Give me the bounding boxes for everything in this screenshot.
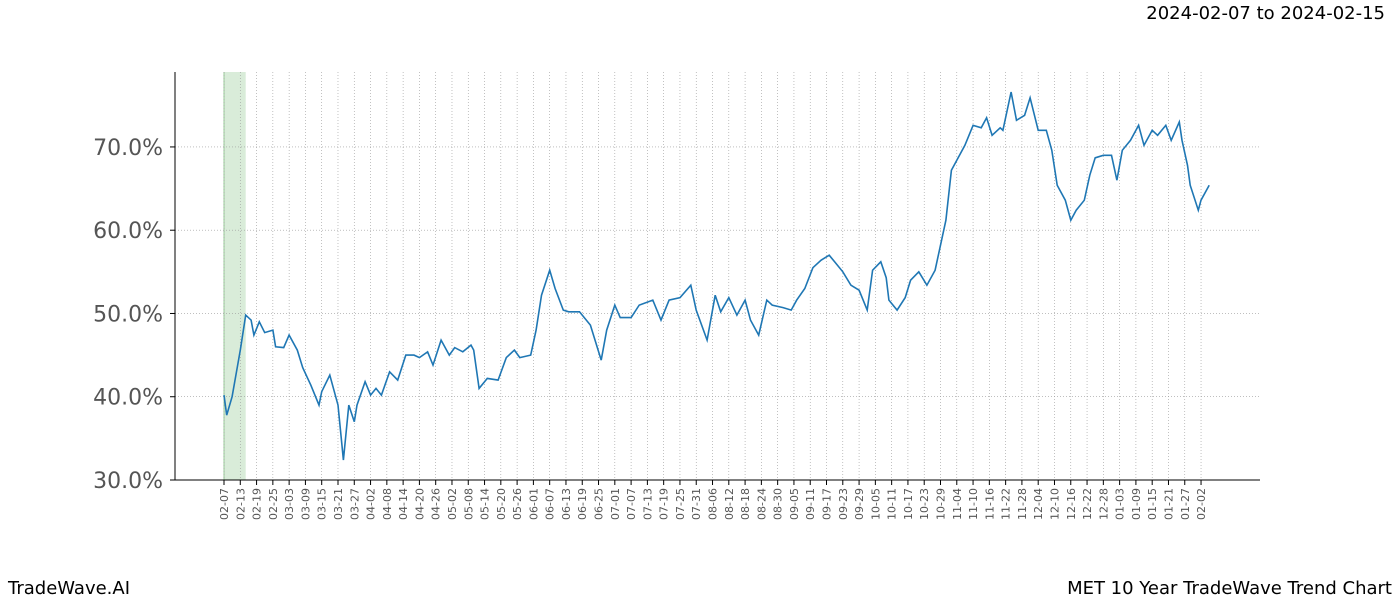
x-tick-label: 03-09 <box>299 488 312 520</box>
x-tick-label: 06-13 <box>560 488 573 520</box>
x-tick-label: 07-01 <box>609 488 622 520</box>
brand: TradeWave.AI <box>7 578 130 599</box>
x-tick-label: 07-07 <box>625 488 638 520</box>
y-tick-label: 30.0% <box>93 469 163 494</box>
x-tick-label: 03-15 <box>316 488 329 520</box>
x-tick-label: 12-10 <box>1048 488 1061 520</box>
x-tick-label: 02-07 <box>218 488 231 520</box>
x-tick-label: 11-04 <box>951 488 964 520</box>
x-tick-label: 12-28 <box>1097 488 1110 520</box>
x-tick-label: 04-14 <box>397 488 410 520</box>
x-tick-label: 03-21 <box>332 488 345 520</box>
x-tick-label: 09-23 <box>837 488 850 520</box>
x-tick-label: 01-27 <box>1179 488 1192 520</box>
x-tick-label: 08-12 <box>723 488 736 520</box>
x-tick-label: 10-23 <box>918 488 931 520</box>
x-tick-label: 03-27 <box>348 488 361 520</box>
x-tick-label: 01-15 <box>1146 488 1159 520</box>
x-tick-label: 01-03 <box>1114 488 1127 520</box>
x-tick-label: 10-29 <box>934 488 947 520</box>
x-tick-label: 12-16 <box>1065 488 1078 520</box>
date-range: 2024-02-07 to 2024-02-15 <box>1146 3 1385 24</box>
x-tick-label: 11-22 <box>1000 488 1013 520</box>
x-tick-label: 08-24 <box>755 488 768 520</box>
y-tick-label: 50.0% <box>93 302 163 327</box>
trend-line <box>223 91 1210 461</box>
x-tick-label: 09-29 <box>853 488 866 520</box>
x-tick-label: 12-22 <box>1081 488 1094 520</box>
x-tick-label: 05-20 <box>495 488 508 520</box>
x-tick-label: 08-06 <box>707 488 720 520</box>
x-tick-label: 08-18 <box>739 488 752 520</box>
x-tick-label: 01-09 <box>1130 488 1143 520</box>
x-tick-label: 02-02 <box>1195 488 1208 520</box>
x-tick-label: 09-17 <box>821 488 834 520</box>
highlight-band <box>224 72 246 480</box>
x-tick-label: 06-01 <box>527 488 540 520</box>
plot-area: 30.0% 40.0% 50.0% 60.0% 70.0% 02-07 02-13 02-19… <box>93 72 1260 520</box>
y-tick-label: 60.0% <box>93 219 163 244</box>
x-tick-label: 09-05 <box>788 488 801 520</box>
x-tick-label: 11-28 <box>1016 488 1029 520</box>
x-tick-label: 09-11 <box>804 488 817 520</box>
x-tick-label: 04-08 <box>381 488 394 520</box>
x-tick-label: 07-25 <box>674 488 687 520</box>
x-tick-label: 10-11 <box>886 488 899 520</box>
x-tick-label: 06-25 <box>593 488 606 520</box>
x-tick-label: 11-10 <box>967 488 980 520</box>
x-tick-label: 05-08 <box>462 488 475 520</box>
x-tick-label: 02-25 <box>267 488 280 520</box>
x-tick-label: 04-20 <box>413 488 426 520</box>
x-tick-label: 11-16 <box>983 488 996 520</box>
x-tick-label: 04-26 <box>430 488 443 520</box>
x-tick-label: 02-19 <box>251 488 264 520</box>
x-tick-label: 12-04 <box>1032 488 1045 520</box>
x-tick-label: 05-26 <box>511 488 524 520</box>
y-tick-label: 70.0% <box>93 136 163 161</box>
y-tick-label: 40.0% <box>93 386 163 411</box>
x-tick-label: 10-05 <box>869 488 882 520</box>
x-tick-label: 04-02 <box>365 488 378 520</box>
x-tick-label: 07-13 <box>641 488 654 520</box>
x-tick-label: 03-03 <box>283 488 296 520</box>
chart-title: MET 10 Year TradeWave Trend Chart <box>1067 578 1392 599</box>
x-tick-label: 06-07 <box>544 488 557 520</box>
x-tick-label: 08-30 <box>772 488 785 520</box>
x-tick-label: 02-13 <box>234 488 247 520</box>
x-tick-label: 10-17 <box>902 488 915 520</box>
x-tick-label: 07-19 <box>658 488 671 520</box>
x-tick-label: 05-14 <box>479 488 492 520</box>
x-tick-label: 05-02 <box>446 488 459 520</box>
x-tick-label: 07-31 <box>690 488 703 520</box>
x-tick-label: 06-19 <box>576 488 589 520</box>
x-tick-label: 01-21 <box>1162 488 1175 520</box>
